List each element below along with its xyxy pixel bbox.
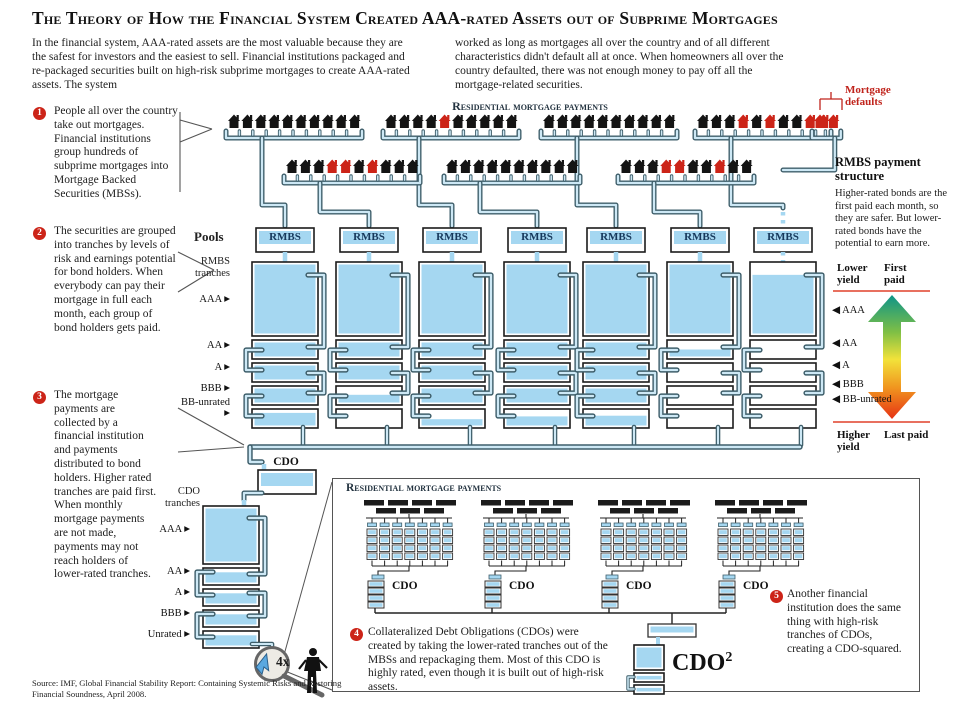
step-5-badge: 5 bbox=[770, 590, 783, 603]
step-3-badge: 3 bbox=[33, 391, 46, 404]
cdo-tranche-label-aaa: AAA ▶ bbox=[159, 524, 190, 535]
cdo-squared-label: CDO2 bbox=[672, 650, 733, 676]
step-4-text: Collateralized Debt Obligations (CDOs) w… bbox=[368, 626, 608, 694]
pools-label: Pools bbox=[194, 229, 224, 244]
mortgage-defaults-label: Mortgage defaults bbox=[845, 84, 891, 109]
rmbs-tranche-label-aa: AA ▶ bbox=[207, 340, 230, 351]
rmbs-pool-label: RMBS bbox=[767, 231, 799, 243]
step-2-text: The securities are grouped into tranches… bbox=[54, 225, 176, 334]
step-3-text: The mortgage payments are collected by a… bbox=[54, 389, 157, 581]
intro-paragraph-1: In the financial system, AAA-rated asset… bbox=[32, 37, 410, 92]
step-1-text: People all over the country take out mor… bbox=[54, 105, 178, 200]
higher-yield-label: Higher yield bbox=[837, 429, 870, 454]
rmbs-pool-label: RMBS bbox=[436, 231, 468, 243]
cdo-tranche-label-unrated: Unrated ▶ bbox=[147, 629, 190, 640]
rmbs-pool-label: RMBS bbox=[353, 231, 385, 243]
cdo-basin-label: CDO bbox=[273, 456, 299, 468]
rmbs-structure-heading: RMBS payment structure bbox=[835, 155, 921, 183]
rmbs-tranches-label: RMBS tranches bbox=[195, 256, 230, 279]
rmbs-pool-label: RMBS bbox=[600, 231, 632, 243]
mini-cdo-label: CDO bbox=[509, 580, 535, 592]
rmbs-pool-label: RMBS bbox=[521, 231, 553, 243]
step-1-badge: 1 bbox=[33, 107, 46, 120]
rmbs-tranche-label-aaa: AAA ▶ bbox=[199, 294, 230, 305]
cdo-tranche-label-aa: AA ▶ bbox=[167, 566, 190, 577]
mini-cdo-label: CDO bbox=[392, 580, 418, 592]
step-5-text: Another financial institution does the s… bbox=[787, 588, 902, 656]
last-paid-label: Last paid bbox=[884, 429, 929, 441]
source-note: Source: IMF, Global Financial Stability … bbox=[32, 678, 342, 699]
lower-yield-label: Lower yield bbox=[837, 262, 868, 287]
cdo-tranche-label-bbb: BBB ▶ bbox=[160, 608, 190, 619]
first-paid-label: First paid bbox=[884, 262, 907, 287]
cdo-tranche-label-a: A ▶ bbox=[174, 587, 190, 598]
rmbs-pool-label: RMBS bbox=[269, 231, 301, 243]
yield-tranche-label-aa: ◀ AA bbox=[832, 338, 858, 349]
rmbs-tranche-label-bbb: BBB ▶ bbox=[200, 383, 230, 394]
step-2-badge: 2 bbox=[33, 227, 46, 240]
cdo-tranches-label: CDO tranches bbox=[165, 486, 200, 509]
residential-payments-heading: Residential mortgage payments bbox=[452, 99, 608, 113]
cdo-detail-box bbox=[332, 478, 920, 692]
yield-tranche-label-a: ◀ A bbox=[832, 360, 850, 371]
rmbs-structure-body: Higher-rated bonds are the first paid ea… bbox=[835, 188, 948, 250]
page-title: The Theory of How the Financial System C… bbox=[32, 8, 778, 28]
rmbs-tranche-label-a: A ▶ bbox=[214, 362, 230, 373]
mini-cdo-label: CDO bbox=[743, 580, 769, 592]
intro-paragraph-2: worked as long as mortgages all over the… bbox=[455, 37, 784, 92]
yield-tranche-label-aaa: ◀ AAA bbox=[832, 305, 865, 316]
yield-tranche-label-bbb: ◀ BBB bbox=[832, 379, 864, 390]
mini-cdo-label: CDO bbox=[626, 580, 652, 592]
rmbs-pool-label: RMBS bbox=[684, 231, 716, 243]
magnifier-4x-label: 4x bbox=[276, 654, 290, 669]
rmbs-tranche-label-bb-unrated: BB-unrated ▶ bbox=[181, 397, 230, 418]
step-4-badge: 4 bbox=[350, 628, 363, 641]
yield-tranche-label-bb-unrated: ◀ BB-unrated bbox=[832, 394, 892, 405]
box-residential-payments-heading: Residential mortgage payments bbox=[346, 482, 502, 494]
